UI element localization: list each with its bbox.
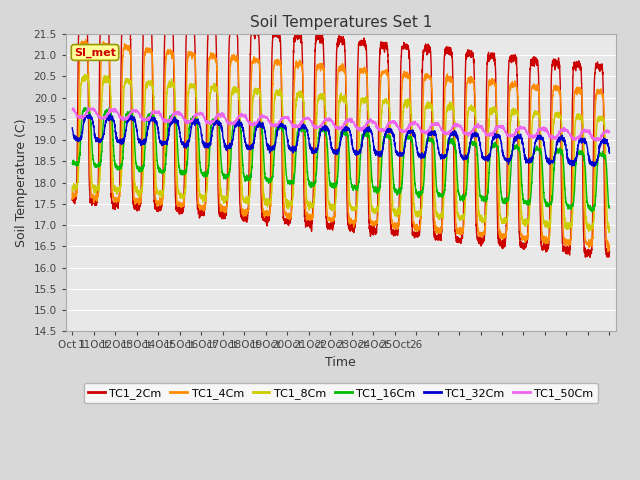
Title: Soil Temperatures Set 1: Soil Temperatures Set 1 bbox=[250, 15, 432, 30]
TC1_32Cm bbox=[591, 164, 598, 169]
Line: TC1_32Cm: TC1_32Cm bbox=[72, 114, 609, 167]
TC1_8Cm bbox=[605, 229, 613, 235]
TC1_4Cm bbox=[184, 58, 191, 64]
TC1_32Cm bbox=[403, 132, 410, 138]
TC1_16Cm bbox=[184, 158, 191, 164]
Line: TC1_16Cm: TC1_16Cm bbox=[72, 108, 609, 212]
TC1_8Cm bbox=[403, 100, 410, 106]
Legend: TC1_2Cm, TC1_4Cm, TC1_8Cm, TC1_16Cm, TC1_32Cm, TC1_50Cm: TC1_2Cm, TC1_4Cm, TC1_8Cm, TC1_16Cm, TC1… bbox=[84, 383, 598, 403]
TC1_4Cm bbox=[394, 224, 401, 229]
TC1_50Cm bbox=[219, 113, 227, 119]
Line: TC1_2Cm: TC1_2Cm bbox=[72, 10, 609, 257]
Y-axis label: Soil Temperature (C): Soil Temperature (C) bbox=[15, 119, 28, 247]
TC1_8Cm bbox=[184, 115, 191, 120]
Line: TC1_8Cm: TC1_8Cm bbox=[72, 74, 609, 232]
TC1_16Cm bbox=[588, 209, 596, 215]
TC1_32Cm bbox=[184, 142, 191, 147]
TC1_8Cm bbox=[605, 225, 613, 230]
TC1_4Cm bbox=[605, 244, 613, 250]
TC1_50Cm bbox=[605, 130, 613, 135]
Text: SI_met: SI_met bbox=[74, 48, 116, 58]
TC1_2Cm bbox=[605, 249, 613, 255]
Line: TC1_4Cm: TC1_4Cm bbox=[72, 40, 609, 252]
TC1_4Cm bbox=[219, 206, 227, 212]
TC1_50Cm bbox=[555, 132, 563, 138]
TC1_16Cm bbox=[605, 205, 613, 211]
TC1_32Cm bbox=[394, 152, 401, 158]
TC1_32Cm bbox=[605, 150, 613, 156]
TC1_4Cm bbox=[403, 73, 410, 79]
TC1_8Cm bbox=[68, 183, 76, 189]
X-axis label: Time: Time bbox=[326, 356, 356, 369]
TC1_4Cm bbox=[82, 37, 90, 43]
TC1_2Cm bbox=[403, 45, 410, 50]
TC1_2Cm bbox=[555, 55, 563, 61]
TC1_2Cm bbox=[586, 254, 594, 260]
Line: TC1_50Cm: TC1_50Cm bbox=[72, 108, 609, 141]
TC1_2Cm bbox=[605, 252, 613, 257]
TC1_4Cm bbox=[605, 247, 613, 252]
TC1_16Cm bbox=[403, 137, 410, 143]
TC1_16Cm bbox=[81, 105, 89, 110]
TC1_50Cm bbox=[593, 138, 600, 144]
TC1_50Cm bbox=[394, 124, 401, 130]
TC1_50Cm bbox=[84, 105, 92, 110]
TC1_8Cm bbox=[555, 113, 563, 119]
TC1_2Cm bbox=[184, 17, 191, 23]
TC1_4Cm bbox=[555, 85, 563, 91]
TC1_32Cm bbox=[555, 134, 563, 140]
TC1_32Cm bbox=[68, 125, 76, 131]
TC1_2Cm bbox=[68, 197, 76, 203]
TC1_32Cm bbox=[219, 127, 227, 133]
TC1_16Cm bbox=[68, 160, 76, 166]
TC1_2Cm bbox=[82, 7, 90, 13]
TC1_8Cm bbox=[605, 227, 613, 232]
TC1_4Cm bbox=[68, 187, 76, 192]
TC1_32Cm bbox=[605, 149, 613, 155]
TC1_2Cm bbox=[394, 231, 401, 237]
TC1_2Cm bbox=[219, 211, 227, 217]
TC1_16Cm bbox=[394, 192, 401, 198]
TC1_8Cm bbox=[394, 213, 401, 219]
TC1_50Cm bbox=[403, 127, 410, 133]
TC1_50Cm bbox=[68, 107, 76, 113]
TC1_8Cm bbox=[84, 72, 92, 77]
TC1_50Cm bbox=[605, 129, 613, 134]
TC1_8Cm bbox=[219, 194, 227, 200]
TC1_32Cm bbox=[106, 111, 114, 117]
TC1_50Cm bbox=[184, 119, 191, 124]
TC1_16Cm bbox=[605, 203, 613, 209]
TC1_16Cm bbox=[219, 170, 227, 176]
TC1_4Cm bbox=[604, 249, 612, 254]
TC1_16Cm bbox=[555, 150, 563, 156]
